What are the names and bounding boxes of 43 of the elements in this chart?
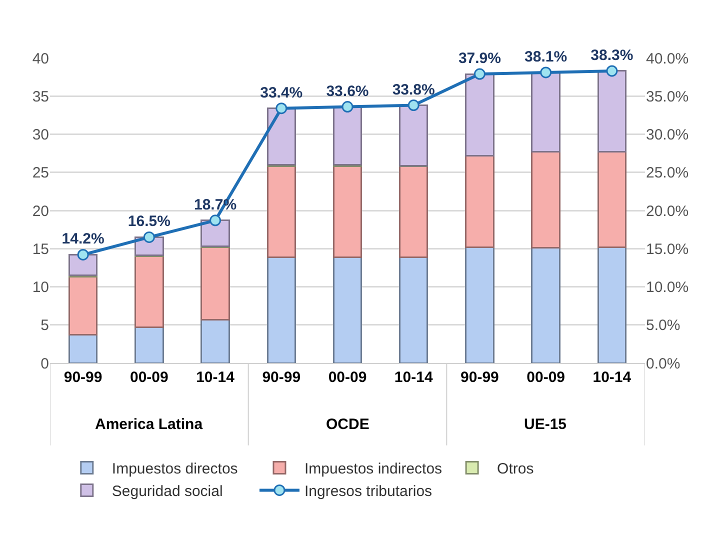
legend-label: Impuestos directos [112,460,238,478]
x-tick-label: 10-14 [394,369,434,386]
y2-tick-label: 35.0% [646,88,689,106]
y2-tick-label: 30.0% [646,126,689,144]
y2-tick-label: 15.0% [646,240,689,258]
x-tick-label: 00-09 [328,369,367,386]
data-label: 33.6% [326,82,369,100]
x-tick-label: 90-99 [460,369,499,386]
y2-tick-label: 20.0% [646,202,689,220]
x-tick-label: 90-99 [262,369,301,386]
data-label: 38.3% [590,46,634,64]
data-label: 33.8% [392,81,435,98]
data-label: 16.5% [128,213,170,230]
x-tick-label: 00-09 [526,369,566,386]
text: OCDE [326,416,370,433]
y2-tick-label: 40.0% [646,50,689,68]
x-tick-label: 90-99 [64,369,102,386]
y-tick-label: 15 [32,240,49,258]
y2-tick-label: 10.0% [646,279,689,296]
data-label: 33.4% [260,84,303,102]
x-tick-label: 10-14 [592,369,632,386]
y2-tick-label: 0.0% [646,355,680,372]
y-tick-label: 5 [40,317,49,334]
y-tick-label: 40 [32,50,49,68]
y2-tick-label: 5.0% [646,317,680,334]
legend-label: Ingresos tributarios [304,483,432,500]
y-tick-label: 20 [32,202,49,220]
legend-label: Otros [497,460,534,478]
y-tick-label: 25 [32,164,49,182]
y2-tick-label: 25.0% [646,164,689,182]
legend-label: Impuestos indirectos [304,460,442,478]
text: America Latina [95,416,204,433]
x-tick-label: 00-09 [130,369,168,386]
y-tick-label: 30 [32,126,49,144]
y-tick-label: 35 [32,88,49,106]
data-label: 14.2% [62,230,104,248]
y-tick-label: 0 [40,355,49,372]
data-label: 38.1% [524,48,568,66]
y-tick-label: 10 [32,279,49,296]
text: UE-15 [524,416,567,433]
legend-label: Seguridad social [112,483,223,500]
data-label: 37.9% [458,50,501,68]
x-tick-label: 10-14 [196,369,236,386]
